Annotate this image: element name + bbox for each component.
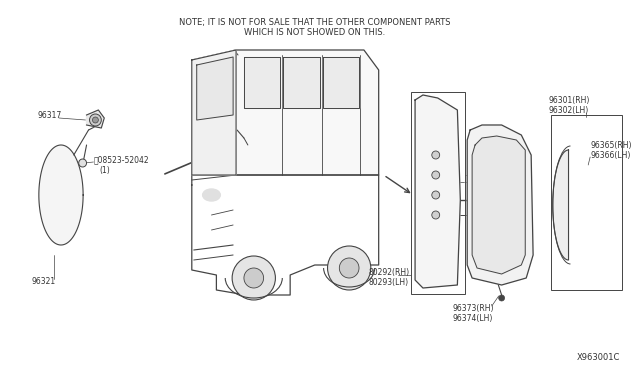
Polygon shape: [472, 136, 525, 274]
Text: 96321: 96321: [31, 278, 56, 286]
Circle shape: [339, 258, 359, 278]
Circle shape: [432, 171, 440, 179]
Ellipse shape: [203, 189, 220, 201]
Text: Ⓝ08911-1062G: Ⓝ08911-1062G: [464, 173, 521, 183]
Polygon shape: [192, 50, 379, 175]
Text: 96301(RH): 96301(RH): [549, 96, 590, 105]
Polygon shape: [196, 57, 233, 120]
Text: (6): (6): [472, 183, 483, 192]
Circle shape: [90, 114, 101, 126]
Circle shape: [432, 191, 440, 199]
Text: WHICH IS NOT SHOWED ON THIS.: WHICH IS NOT SHOWED ON THIS.: [244, 28, 385, 37]
Text: 80293(LH): 80293(LH): [369, 278, 409, 286]
Text: 80292(RH): 80292(RH): [369, 267, 410, 276]
Polygon shape: [323, 57, 359, 108]
Bar: [551, 115, 621, 290]
Text: 96317: 96317: [37, 110, 61, 119]
Text: 96365(RH): 96365(RH): [590, 141, 632, 150]
Text: 96302(LH): 96302(LH): [549, 106, 589, 115]
Circle shape: [232, 256, 275, 300]
Polygon shape: [192, 175, 379, 295]
Text: Ⓝ08523-52042: Ⓝ08523-52042: [93, 155, 149, 164]
Circle shape: [92, 117, 99, 123]
Circle shape: [328, 246, 371, 290]
Text: 96373(RH): 96373(RH): [452, 304, 494, 312]
Polygon shape: [553, 150, 568, 260]
Circle shape: [432, 211, 440, 219]
Circle shape: [499, 295, 504, 301]
Circle shape: [79, 159, 86, 167]
Text: NOTE; IT IS NOT FOR SALE THAT THE OTHER COMPONENT PARTS: NOTE; IT IS NOT FOR SALE THAT THE OTHER …: [179, 18, 451, 27]
Polygon shape: [39, 145, 83, 245]
Circle shape: [244, 268, 264, 288]
Polygon shape: [192, 50, 236, 175]
Polygon shape: [244, 57, 280, 108]
Text: (1): (1): [99, 166, 110, 174]
Circle shape: [432, 151, 440, 159]
Text: 96366(LH): 96366(LH): [590, 151, 630, 160]
Polygon shape: [86, 110, 104, 128]
Polygon shape: [284, 57, 319, 108]
Polygon shape: [467, 125, 533, 285]
Text: X963001C: X963001C: [576, 353, 620, 362]
Polygon shape: [415, 95, 460, 288]
Text: 96374(LH): 96374(LH): [452, 314, 493, 323]
Bar: [411, 92, 465, 294]
